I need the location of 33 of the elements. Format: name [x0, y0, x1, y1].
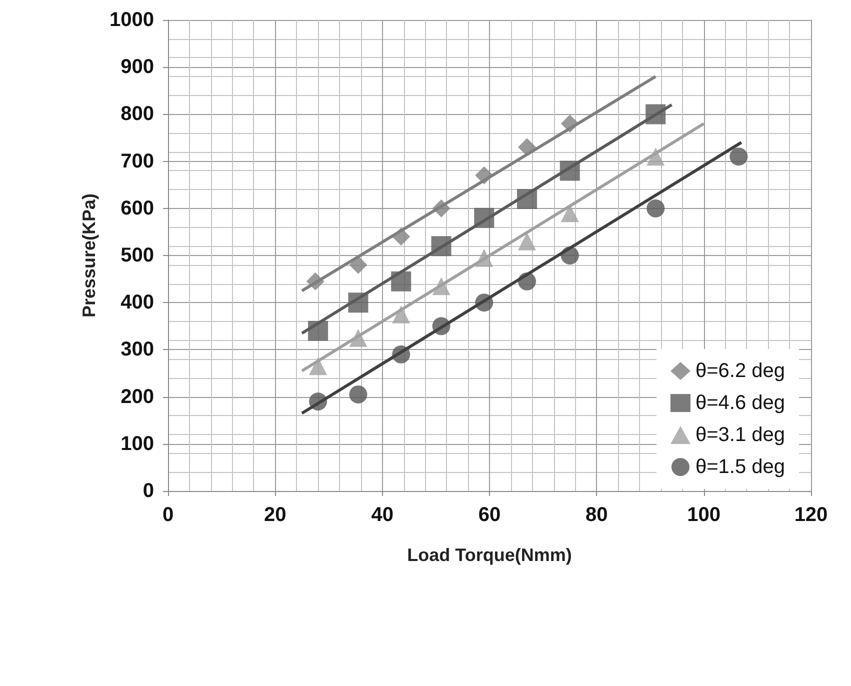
x-tick-label: 100	[687, 504, 721, 526]
y-tick-label: 300	[120, 338, 154, 361]
point	[730, 148, 748, 166]
y-tick-label: 500	[120, 244, 154, 266]
point	[560, 204, 579, 222]
x-tick-label: 120	[794, 504, 828, 526]
point	[309, 357, 328, 376]
x-tick-label: 20	[264, 504, 286, 526]
legend-label: θ=6.2 deg	[695, 360, 785, 382]
x-tick-label: 0	[162, 504, 174, 526]
y-tick-label: 0	[142, 480, 154, 502]
y-tick-label: 900	[120, 56, 154, 78]
point	[518, 232, 536, 250]
y-tick-label: 100	[120, 432, 154, 455]
x-tick-label: 80	[586, 504, 608, 526]
x-tick-label: 40	[371, 504, 394, 526]
y-axis-title: Pressure(KPa)	[79, 193, 99, 318]
x-tick-label: 60	[478, 504, 501, 526]
y-tick-label: 700	[120, 150, 154, 172]
y-tick-label: 1000	[110, 9, 154, 31]
point	[646, 199, 665, 218]
point	[391, 271, 412, 292]
legend-label: θ=3.1 deg	[695, 424, 785, 446]
y-tick-label: 400	[120, 292, 154, 314]
legend-label: θ=4.6 deg	[695, 392, 785, 414]
point	[349, 256, 368, 274]
x-axis-title: Load Torque(Nmm)	[407, 545, 572, 565]
y-tick-label: 800	[120, 103, 154, 126]
point	[349, 385, 368, 404]
y-tick-label: 200	[120, 386, 154, 408]
point	[392, 305, 410, 324]
legend-label: θ=1.5 deg	[695, 456, 785, 478]
y-tick-label: 600	[120, 197, 154, 220]
